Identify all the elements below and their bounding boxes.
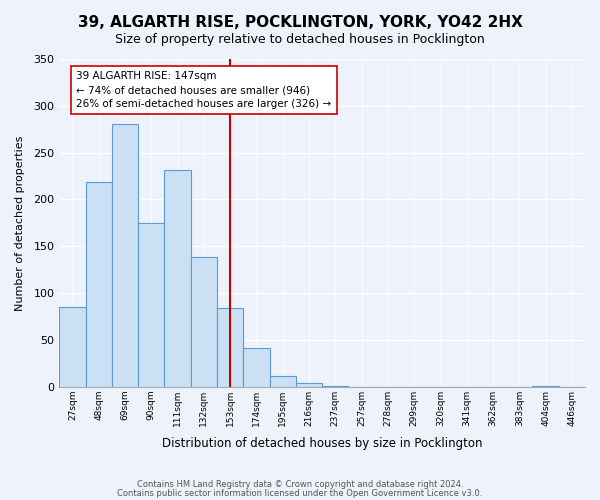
- Y-axis label: Number of detached properties: Number of detached properties: [15, 135, 25, 310]
- Bar: [86, 182, 112, 386]
- Text: Contains HM Land Registry data © Crown copyright and database right 2024.: Contains HM Land Registry data © Crown c…: [137, 480, 463, 489]
- Bar: [269, 376, 296, 386]
- X-axis label: Distribution of detached houses by size in Pocklington: Distribution of detached houses by size …: [162, 437, 482, 450]
- Bar: [191, 256, 217, 386]
- Text: Size of property relative to detached houses in Pocklington: Size of property relative to detached ho…: [115, 32, 485, 46]
- Bar: [244, 348, 269, 387]
- Bar: [138, 223, 164, 386]
- Bar: [296, 383, 322, 386]
- Bar: [59, 307, 86, 386]
- Text: 39 ALGARTH RISE: 147sqm
← 74% of detached houses are smaller (946)
26% of semi-d: 39 ALGARTH RISE: 147sqm ← 74% of detache…: [76, 71, 332, 109]
- Text: 39, ALGARTH RISE, POCKLINGTON, YORK, YO42 2HX: 39, ALGARTH RISE, POCKLINGTON, YORK, YO4…: [77, 15, 523, 30]
- Bar: [164, 170, 191, 386]
- Bar: [217, 308, 244, 386]
- Text: Contains public sector information licensed under the Open Government Licence v3: Contains public sector information licen…: [118, 488, 482, 498]
- Bar: [112, 124, 138, 386]
